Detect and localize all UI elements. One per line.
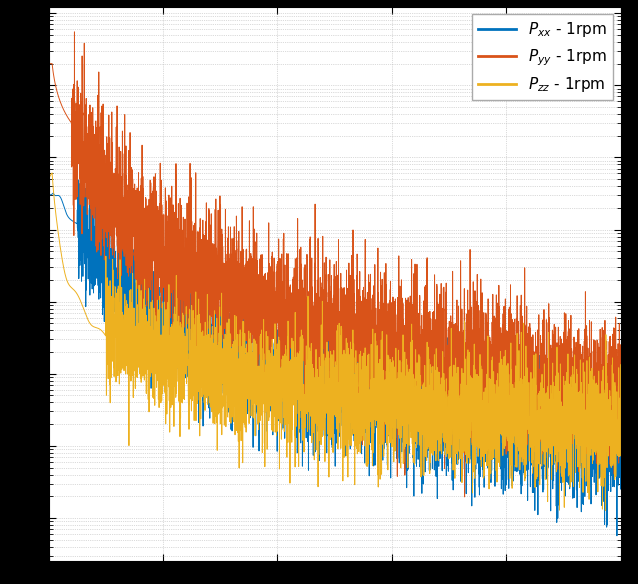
$P_{xx}$ - 1rpm [389,436,396,443]
$P_{xx}$ - 1rpm [150,385,158,392]
$P_{yy}$ - 1rpm [46,60,54,67]
$P_{zz}$ - 1rpm [516,392,523,399]
$P_{xx}$ - 1rpm [264,375,272,382]
$P_{zz}$ - 1rpm [46,173,54,180]
$P_{zz}$ - 1rpm [472,422,480,429]
$P_{zz}$ - 1rpm [264,362,272,369]
$P_{yy}$ - 1rpm [472,314,480,321]
$P_{zz}$ - 1rpm [602,507,609,514]
$P_{yy}$ - 1rpm [461,493,468,500]
$P_{zz}$ - 1rpm [617,437,625,444]
$P_{yy}$ - 1rpm [617,371,625,378]
Legend: $P_{xx}$ - 1rpm, $P_{yy}$ - 1rpm, $P_{zz}$ - 1rpm: $P_{xx}$ - 1rpm, $P_{yy}$ - 1rpm, $P_{zz… [471,15,613,100]
Line: $P_{zz}$ - 1rpm: $P_{zz}$ - 1rpm [50,173,621,510]
$P_{zz}$ - 1rpm [48,169,56,176]
$P_{zz}$ - 1rpm [389,401,396,408]
$P_{yy}$ - 1rpm [150,241,158,248]
$P_{zz}$ - 1rpm [150,355,158,362]
$P_{xx}$ - 1rpm [516,467,523,474]
$P_{yy}$ - 1rpm [71,29,78,36]
$P_{yy}$ - 1rpm [264,295,272,302]
$P_{xx}$ - 1rpm [472,430,480,437]
$P_{yy}$ - 1rpm [516,411,523,418]
$P_{xx}$ - 1rpm [46,192,54,199]
$P_{yy}$ - 1rpm [417,331,425,338]
$P_{xx}$ - 1rpm [417,373,425,380]
Line: $P_{xx}$ - 1rpm: $P_{xx}$ - 1rpm [50,151,621,536]
$P_{xx}$ - 1rpm [613,532,621,539]
$P_{xx}$ - 1rpm [617,462,625,469]
$P_{yy}$ - 1rpm [389,387,396,394]
$P_{zz}$ - 1rpm [417,407,425,414]
$P_{xx}$ - 1rpm [98,148,105,155]
Line: $P_{yy}$ - 1rpm: $P_{yy}$ - 1rpm [50,32,621,497]
